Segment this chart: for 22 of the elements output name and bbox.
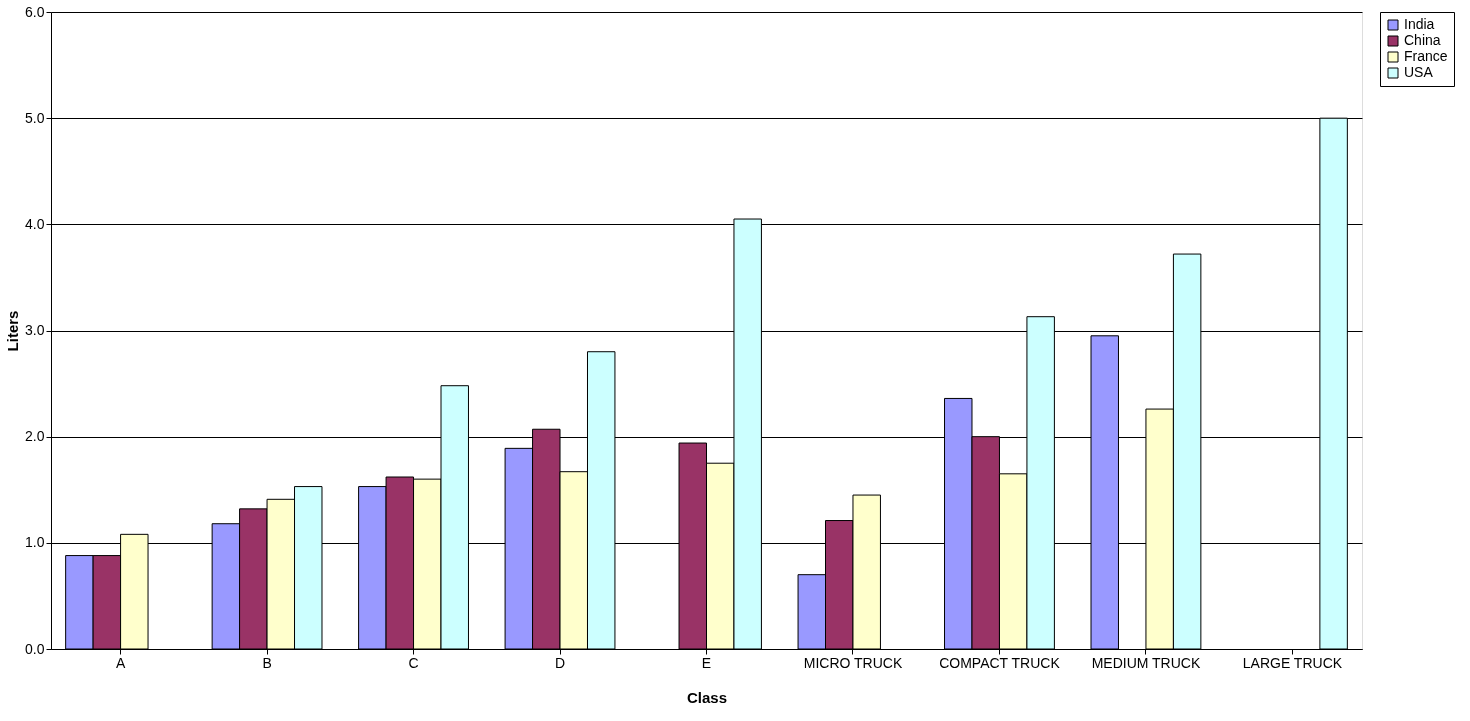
x-tick-label: COMPACT TRUCK <box>939 654 1061 671</box>
y-tick-label: 3.0 <box>25 322 45 338</box>
y-tick-label: 5.0 <box>25 109 45 126</box>
x-tick-label: E <box>701 654 712 671</box>
x-tick-label: LARGE TRUCK <box>1242 654 1343 671</box>
x-tick-label: MEDIUM TRUCK <box>1091 654 1201 671</box>
x-tick-label: A <box>115 654 126 671</box>
legend-label: China <box>1404 32 1441 48</box>
x-tick-label: D <box>554 654 566 671</box>
y-tick-label: 2.0 <box>25 428 45 445</box>
y-tick-label: 6.0 <box>25 3 45 20</box>
x-tick-label: C <box>408 654 419 671</box>
legend-label: India <box>1404 16 1435 32</box>
y-tick-label: 1.0 <box>25 534 45 551</box>
x-axis-title: Class <box>686 688 728 706</box>
y-tick-label: 4.0 <box>25 215 45 232</box>
x-tick-label: B <box>262 654 272 671</box>
legend-label: France <box>1404 48 1448 64</box>
y-tick-label: 0.0 <box>25 640 45 657</box>
legend-label: USA <box>1404 64 1434 80</box>
x-tick-label: MICRO TRUCK <box>803 654 903 671</box>
y-axis-title: Liters <box>4 310 22 352</box>
